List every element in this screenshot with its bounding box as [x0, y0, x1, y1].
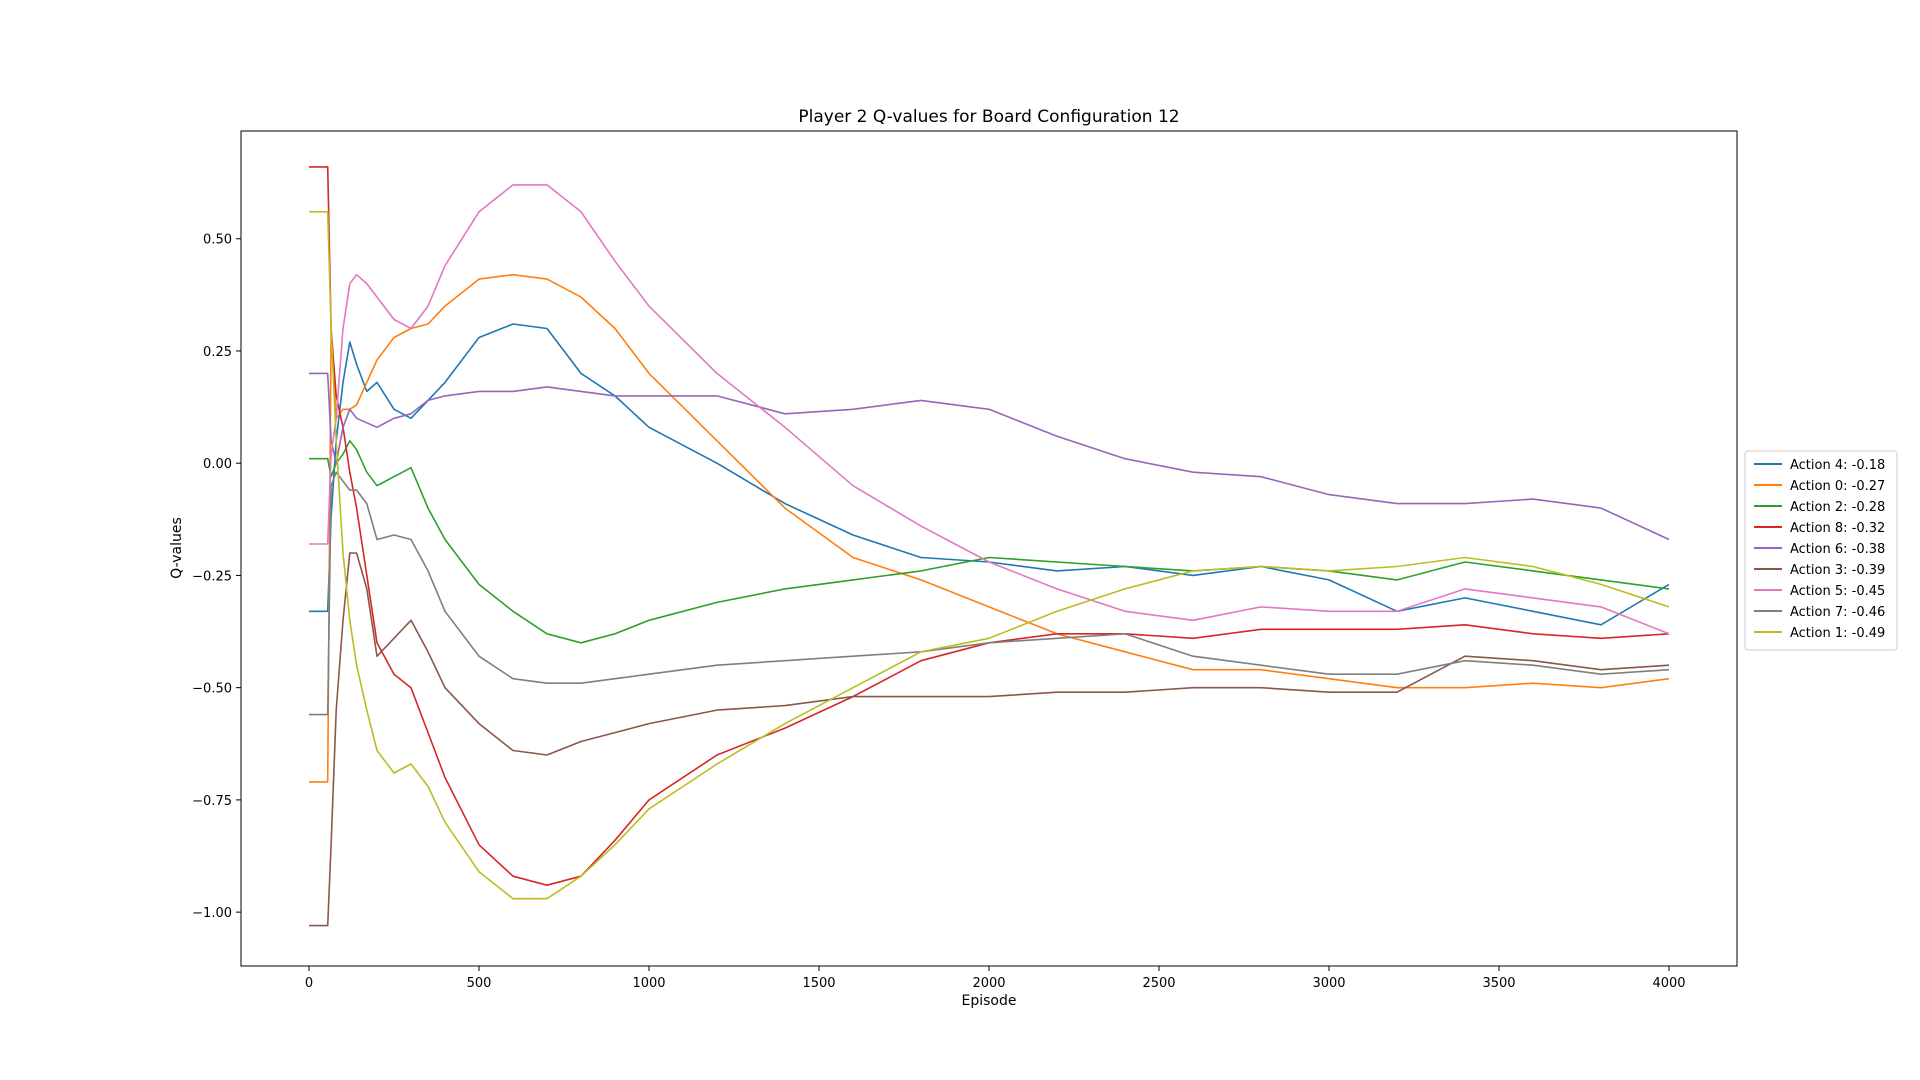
x-tick-label: 2000: [972, 976, 1005, 991]
series-line-6: [309, 184, 1670, 635]
chart-title: Player 2 Q-values for Board Configuratio…: [798, 107, 1179, 127]
x-axis-label: Episode: [962, 993, 1017, 1009]
x-tick-label: 3500: [1482, 976, 1515, 991]
x-axis: 0 500 1000 1500 2000 2500 3000 3500 4000: [305, 966, 1686, 991]
series-line-0: [309, 323, 1670, 626]
y-tick-label: 0.00: [203, 457, 232, 472]
y-tick-label: −0.75: [192, 794, 232, 809]
y-tick-label: 0.25: [203, 345, 232, 360]
legend-entry: Action 7: -0.46: [1790, 605, 1885, 620]
plot-lines: [309, 166, 1670, 927]
legend-entry: Action 6: -0.38: [1790, 542, 1885, 557]
x-tick-label: 1500: [802, 976, 835, 991]
y-tick-label: 0.50: [203, 233, 232, 248]
y-tick-label: −1.00: [192, 906, 232, 921]
y-axis: 0.50 0.25 0.00 −0.25 −0.50 −0.75 −1.00: [192, 233, 241, 921]
x-tick-label: 1000: [632, 976, 665, 991]
series-line-1: [309, 273, 1670, 783]
legend-entry: Action 2: -0.28: [1790, 500, 1885, 515]
legend-entry: Action 0: -0.27: [1790, 479, 1885, 494]
x-tick-label: 4000: [1652, 976, 1685, 991]
legend-entry: Action 1: -0.49: [1790, 626, 1885, 641]
legend-entry: Action 3: -0.39: [1790, 563, 1885, 578]
x-tick-label: 500: [467, 976, 492, 991]
y-tick-label: −0.25: [192, 569, 232, 584]
legend-entry: Action 8: -0.32: [1790, 521, 1885, 536]
y-axis-label: Q-values: [169, 517, 185, 579]
y-tick-label: −0.50: [192, 682, 232, 697]
x-tick-label: 3000: [1312, 976, 1345, 991]
x-tick-label: 2500: [1142, 976, 1175, 991]
legend: Action 4: -0.18 Action 0: -0.27 Action 2: …: [1744, 450, 1898, 651]
legend-box: [1744, 450, 1898, 651]
x-tick-label: 0: [305, 976, 313, 991]
series-line-8: [309, 211, 1670, 900]
series-line-5: [309, 552, 1670, 927]
legend-entry: Action 5: -0.45: [1790, 584, 1885, 599]
series-line-7: [309, 471, 1670, 716]
series-line-4: [309, 372, 1670, 541]
legend-entry: Action 4: -0.18: [1790, 458, 1885, 473]
